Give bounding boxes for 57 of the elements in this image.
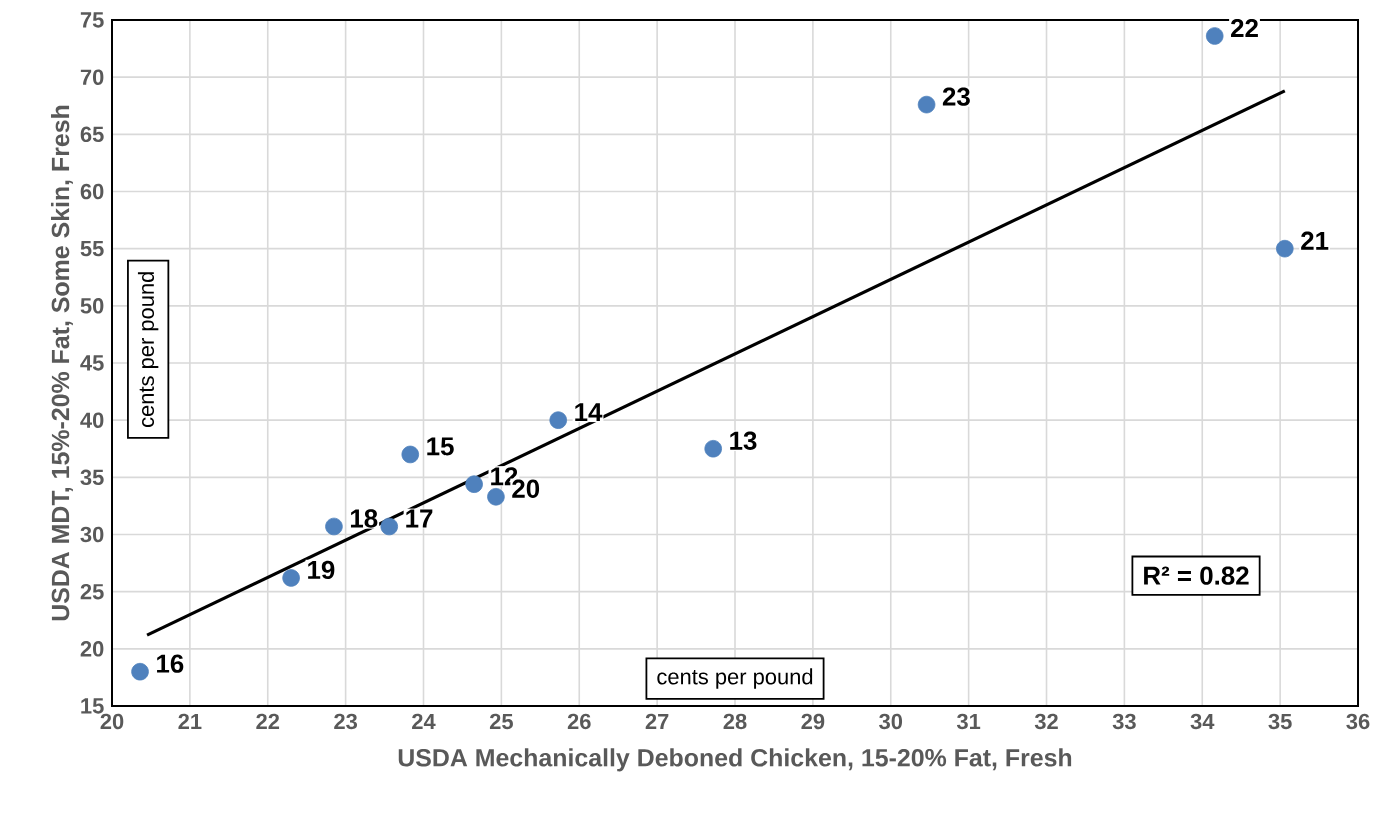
- y-tick-label: 15: [81, 698, 104, 714]
- annotation: R² = 0.82: [1144, 566, 1249, 585]
- annotation: 18: [350, 509, 378, 528]
- point: [325, 517, 343, 536]
- x-axis-title: USDA Mechanically Deboned Chicken, 15-20% Fat, Fresh: [398, 748, 1072, 772]
- point: [917, 95, 936, 114]
- x-tick-label: 26: [567, 713, 591, 730]
- annotation: 17: [406, 509, 433, 528]
- x-tick-label: 32: [1034, 713, 1058, 730]
- point: [487, 488, 505, 506]
- point: [465, 475, 483, 493]
- y-tick-label: 70: [80, 69, 104, 85]
- y-tick-label: 50: [80, 298, 104, 314]
- point: [380, 517, 399, 536]
- y-tick-label: 40: [80, 412, 104, 428]
- point: [131, 662, 149, 681]
- annotation: 19: [308, 560, 335, 580]
- annotation: 22: [1231, 18, 1258, 38]
- y-tick-label: 45: [80, 355, 104, 371]
- annotation: cents per pound: [657, 668, 813, 689]
- y-tick-label: 55: [80, 241, 104, 257]
- y-tick-label: 25: [80, 583, 104, 600]
- x-tick-label: 23: [334, 713, 358, 730]
- y-tick-label: 75: [80, 12, 104, 28]
- x-tick-label: 27: [645, 713, 669, 730]
- x-tick-label: 36: [1346, 713, 1370, 730]
- annotation: 23: [942, 87, 970, 106]
- point: [1205, 27, 1224, 45]
- point: [1276, 239, 1294, 258]
- annotation: 16: [157, 654, 184, 673]
- x-tick-label: 30: [879, 713, 903, 730]
- y-tick-label: 60: [80, 183, 104, 200]
- point: [282, 569, 300, 587]
- x-tick-label: 28: [723, 713, 747, 730]
- annotation: 14: [575, 403, 603, 422]
- x-tick-label: 34: [1190, 713, 1215, 730]
- annotation: 21: [1301, 231, 1329, 250]
- x-tick-label: 29: [801, 713, 825, 730]
- y-tick-label: 65: [80, 126, 104, 143]
- x-tick-label: 22: [256, 713, 280, 730]
- y-tick-label: 30: [80, 526, 104, 543]
- x-tick-label: 31: [956, 713, 981, 730]
- x-tick-label: 35: [1268, 713, 1292, 730]
- y-tick-label: 35: [80, 469, 104, 486]
- y-axis-title: USDA MDT, 15%-20% Fat, Some Skin, Fresh: [50, 105, 73, 621]
- x-tick-label: 21: [178, 713, 202, 730]
- point: [704, 439, 722, 458]
- point: [401, 445, 420, 464]
- x-tick-label: 24: [412, 713, 436, 730]
- annotation: 13: [730, 431, 757, 450]
- x-tick-label: 33: [1112, 713, 1136, 730]
- x-tick-label: 20: [100, 713, 124, 730]
- y-tick-label: 20: [80, 641, 104, 657]
- point: [549, 411, 567, 429]
- annotation: 15: [427, 437, 454, 456]
- annotation: cents per pound: [137, 272, 159, 427]
- x-tick-label: 25: [489, 713, 513, 730]
